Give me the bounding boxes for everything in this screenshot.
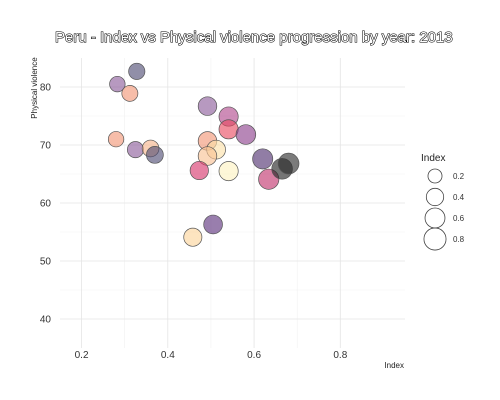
grid xyxy=(60,58,405,348)
data-point xyxy=(183,227,203,247)
y-tick-label: 70 xyxy=(40,141,52,152)
data-point xyxy=(126,141,144,159)
data-point xyxy=(252,148,274,170)
chart-title: Peru - Index vs Physical violence progre… xyxy=(55,29,453,46)
legend-size-circle xyxy=(427,168,443,184)
legend-items: 0.2 0.4 0.6 0.8 xyxy=(423,168,465,251)
legend-title: Index xyxy=(421,153,445,164)
y-tick-label: 50 xyxy=(40,257,52,268)
data-point xyxy=(218,119,239,140)
legend-size-circle xyxy=(424,207,446,229)
data-point xyxy=(277,152,300,175)
x-tick-labels: 0.2 0.4 0.6 0.8 xyxy=(75,350,348,361)
data-point xyxy=(121,85,139,102)
data-point xyxy=(197,96,218,116)
y-tick-label: 60 xyxy=(40,199,52,210)
y-tick-label: 40 xyxy=(40,315,52,326)
data-point xyxy=(203,214,223,235)
x-tick-label: 0.4 xyxy=(161,350,175,361)
legend-size-label: 0.4 xyxy=(453,193,465,202)
y-tick-label: 80 xyxy=(40,83,52,94)
x-tick-label: 0.2 xyxy=(75,350,89,361)
y-axis-title: Physical violence xyxy=(30,57,39,119)
data-point xyxy=(235,124,257,145)
y-tick-labels: 40 50 60 70 80 xyxy=(40,83,52,326)
data-point xyxy=(109,75,126,93)
legend-size-label: 0.2 xyxy=(453,172,465,181)
data-point xyxy=(197,146,218,166)
legend-size-circle xyxy=(425,187,445,207)
legend-size-label: 0.6 xyxy=(453,214,465,223)
data-point xyxy=(128,62,146,80)
data-point xyxy=(107,131,125,148)
x-tick-label: 0.8 xyxy=(333,350,347,361)
x-axis-title: Index xyxy=(384,361,404,370)
legend-size-label: 0.8 xyxy=(453,235,465,244)
data-point xyxy=(189,160,209,181)
data-point xyxy=(146,146,164,164)
legend-size-circle xyxy=(423,227,447,251)
bubbles xyxy=(107,62,300,247)
x-tick-label: 0.6 xyxy=(247,350,261,361)
legend: Index 0.2 0.4 0.6 0.8 xyxy=(421,153,465,251)
data-point xyxy=(218,161,239,182)
